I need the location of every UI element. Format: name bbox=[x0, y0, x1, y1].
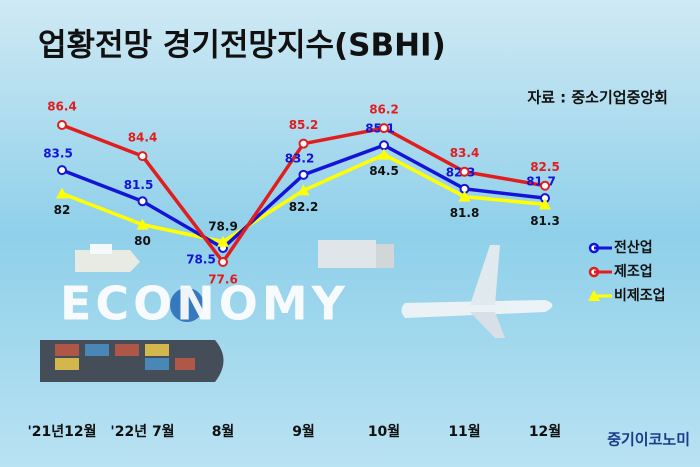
marker bbox=[540, 180, 550, 191]
marker bbox=[218, 257, 228, 267]
data-label: 81.5 bbox=[124, 178, 154, 192]
marker bbox=[459, 166, 470, 177]
marker bbox=[298, 169, 309, 180]
legend-label: 제조업 bbox=[614, 264, 653, 280]
marker bbox=[137, 196, 148, 207]
background-text: ECONOMY bbox=[60, 277, 349, 331]
marker bbox=[297, 184, 310, 196]
plot: '21년12월 '22년 7월 8월 9월 10월 11월 12월 83.5 81.5 78.5 8… bbox=[27, 100, 665, 441]
x-tick-label: '21년12월 bbox=[27, 423, 96, 440]
x-tick-label: 8월 bbox=[212, 423, 235, 440]
marker bbox=[57, 120, 67, 130]
x-tick-label: 10월 bbox=[368, 423, 400, 440]
x-tick-label: '22년 7월 bbox=[110, 423, 174, 440]
source: 자료 : 중소기업중앙회 bbox=[527, 89, 668, 107]
data-label: 83.4 bbox=[450, 146, 480, 160]
data-label: 84.5 bbox=[369, 164, 399, 178]
illustration bbox=[40, 240, 553, 382]
legend-label: 비제조업 bbox=[614, 288, 666, 304]
marker bbox=[379, 123, 389, 134]
marker bbox=[137, 151, 148, 162]
data-label: 82.2 bbox=[289, 200, 319, 214]
x-tick-label: 9월 bbox=[292, 423, 315, 440]
marker bbox=[136, 218, 149, 230]
marker bbox=[539, 198, 551, 210]
legend-label: 전산업 bbox=[614, 239, 653, 256]
marker bbox=[217, 235, 229, 247]
data-label: 83.5 bbox=[43, 147, 73, 161]
marker bbox=[458, 190, 471, 202]
data-label: 78.9 bbox=[208, 219, 238, 233]
data-label: 84.4 bbox=[128, 131, 158, 145]
data-label: 86.2 bbox=[369, 103, 399, 117]
marker bbox=[57, 165, 67, 176]
data-label: 81.8 bbox=[450, 206, 480, 220]
data-label: 78.5 bbox=[186, 252, 216, 266]
data-label: 77.6 bbox=[208, 273, 238, 287]
data-label: 82.5 bbox=[530, 160, 560, 174]
data-label: 81.3 bbox=[530, 214, 560, 228]
data-label: 80 bbox=[134, 234, 151, 248]
watermark: 중기이코노미 bbox=[607, 431, 690, 449]
data-label: 83.2 bbox=[285, 151, 315, 165]
marker bbox=[378, 148, 390, 160]
marker bbox=[298, 138, 309, 149]
x-tick-label: 11월 bbox=[448, 423, 480, 440]
data-label: 86.4 bbox=[47, 100, 77, 114]
marker bbox=[379, 140, 389, 151]
x-tick-label: 12월 bbox=[529, 423, 561, 440]
data-label: 85.2 bbox=[289, 118, 319, 132]
marker bbox=[56, 187, 68, 199]
data-label: 82 bbox=[54, 203, 71, 217]
chart-title: 업황전망 경기전망지수(SBHI) bbox=[38, 28, 446, 64]
